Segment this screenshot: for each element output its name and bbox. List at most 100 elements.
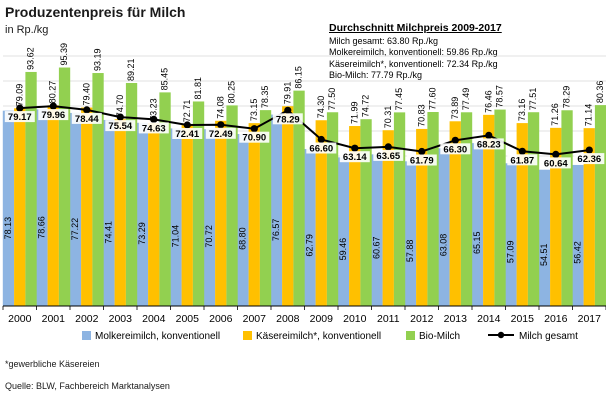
line-point	[418, 147, 426, 156]
bar-value-label-0: 73.29	[137, 222, 147, 245]
bar-value-label-0: 65.15	[472, 231, 482, 254]
line-value-label: 70.90	[242, 133, 266, 144]
x-tick-label: 2005	[176, 313, 200, 325]
line-point	[49, 102, 57, 110]
bar-value-label-0: 71.04	[171, 225, 181, 248]
bar-0	[103, 119, 115, 306]
bar-1	[81, 107, 93, 306]
line-point	[284, 106, 292, 114]
line-label-bg	[574, 153, 605, 165]
bar-0	[538, 169, 551, 306]
line-point	[250, 125, 258, 133]
bar-0	[572, 164, 584, 306]
bar-value-label-2: 77.51	[528, 88, 538, 111]
average-line-total: Milch gesamt: 63.80 Rp./kg	[329, 35, 439, 46]
bar-2	[293, 90, 305, 307]
bar-value-label-2: 77.49	[461, 88, 471, 111]
line-value-label: 72.41	[175, 129, 199, 140]
line-point	[485, 131, 493, 139]
line-value-label: 63.65	[376, 151, 400, 162]
bar-value-label-0: 63.08	[438, 234, 448, 257]
bar-value-label-1: 79.09	[14, 84, 24, 107]
line-value-label: 61.79	[410, 156, 434, 167]
bar-value-label-1: 74.08	[215, 96, 225, 119]
bar-1	[382, 130, 394, 306]
bar-value-label-0: 59.46	[338, 238, 348, 261]
bar-value-label-2: 93.19	[93, 48, 103, 71]
line-value-label: 66.60	[309, 144, 333, 155]
bar-value-label-0: 56.42	[572, 241, 582, 264]
bar-0	[36, 109, 48, 306]
x-tick-label: 2017	[578, 313, 602, 325]
bar-value-label-0: 77.22	[70, 218, 80, 241]
line-label-bg	[105, 120, 136, 132]
line-label-bg	[406, 154, 437, 166]
line-label-bg	[71, 112, 102, 124]
legend-swatch-2	[406, 331, 415, 340]
bar-value-label-2: 78.35	[260, 86, 270, 109]
line-value-label: 78.44	[75, 114, 99, 125]
x-tick-label: 2001	[42, 313, 66, 325]
bar-value-label-0: 70.72	[204, 225, 214, 248]
line-label-bg	[473, 138, 504, 150]
line-value-label: 63.14	[343, 152, 367, 163]
bar-0	[237, 134, 249, 306]
line-label-bg	[540, 157, 571, 169]
line-point	[83, 106, 91, 114]
bar-1	[483, 114, 495, 306]
x-tick-label: 2002	[75, 313, 99, 325]
bar-2	[527, 112, 540, 306]
bar-0	[136, 122, 149, 307]
bar-2	[226, 105, 238, 307]
bar-2	[360, 119, 372, 306]
line-label-bg	[4, 111, 35, 123]
line-label-bg	[373, 149, 404, 161]
bar-2	[326, 112, 339, 306]
bar-0	[304, 149, 316, 306]
x-tick-label: 2008	[276, 313, 300, 325]
bar-0	[471, 143, 484, 306]
bar-value-label-1: 71.26	[550, 103, 560, 126]
average-line-kaeserei: Käsereimilch*, konventionell: 72.34 Rp./…	[329, 58, 498, 69]
bar-2	[427, 112, 439, 306]
bar-value-label-0: 76.57	[271, 219, 281, 242]
bar-value-label-2: 78.29	[562, 86, 572, 109]
bar-value-label-1: 71.14	[584, 104, 594, 127]
bar-1	[114, 119, 126, 306]
chart-title: Produzentenpreis für Milch	[5, 4, 186, 20]
bar-2	[594, 105, 606, 306]
bar-value-label-1: 70.31	[383, 106, 393, 129]
line-point	[351, 144, 359, 152]
bar-value-label-0: 74.41	[104, 221, 114, 244]
bar-value-label-2: 80.36	[595, 81, 605, 104]
line-point	[451, 136, 459, 144]
legend-label-2: Bio-Milch	[419, 331, 460, 342]
x-tick-label: 2007	[243, 313, 267, 325]
bar-0	[404, 161, 417, 306]
bar-0	[203, 129, 216, 306]
legend-line-marker	[497, 331, 505, 339]
bar-0	[337, 157, 350, 306]
bar-value-label-2: 77.45	[394, 88, 404, 111]
line-value-label: 75.54	[108, 121, 132, 132]
bar-value-label-1: 72.71	[182, 100, 192, 123]
x-tick-label: 2003	[109, 313, 133, 325]
average-box-title: Durchschnitt Milchpreis 2009-2017	[329, 22, 502, 34]
bar-value-label-1: 79.40	[81, 83, 91, 106]
line-value-label: 79.96	[41, 110, 65, 121]
bar-0	[69, 112, 82, 306]
bar-value-label-2: 95.39	[59, 43, 69, 66]
bar-value-label-1: 74.30	[316, 96, 326, 119]
bar-value-label-1: 71.99	[349, 101, 359, 124]
line-point	[16, 104, 24, 112]
line-point	[317, 135, 325, 144]
line-value-label: 74.63	[142, 123, 166, 134]
bar-2	[393, 112, 406, 307]
line-point	[518, 147, 526, 155]
bar-value-label-0: 78.66	[36, 216, 46, 239]
bar-value-label-1: 73.89	[450, 97, 460, 120]
bar-value-label-0: 68.80	[238, 227, 248, 250]
line-label-bg	[272, 113, 303, 125]
bar-1	[47, 105, 59, 306]
bar-1	[583, 128, 595, 306]
